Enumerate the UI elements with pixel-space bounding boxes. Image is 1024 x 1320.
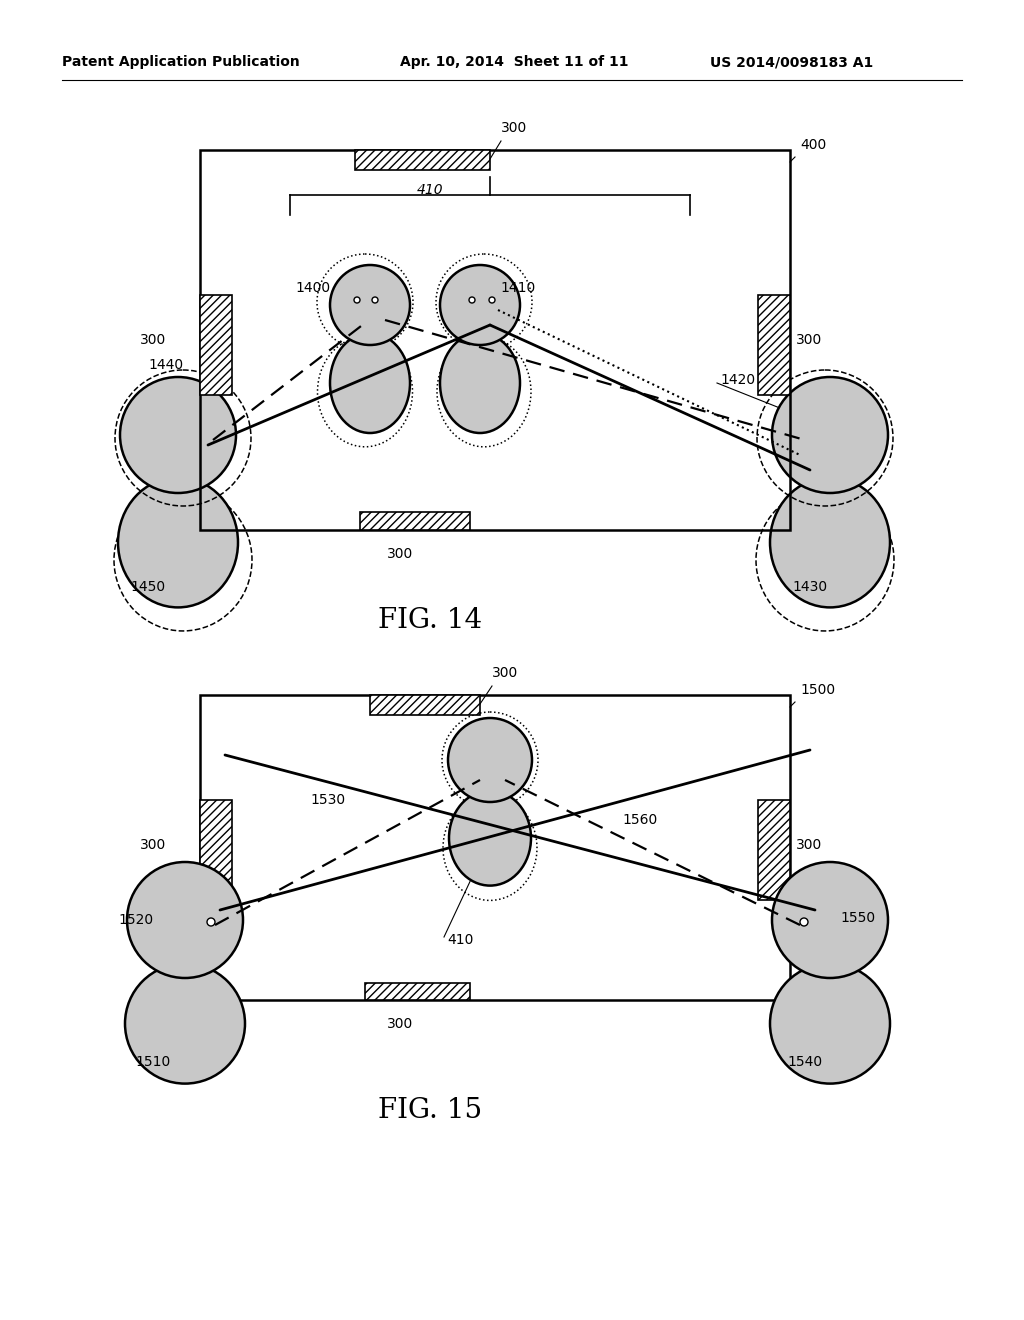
Text: 410: 410 (417, 183, 443, 197)
Ellipse shape (125, 964, 245, 1084)
Circle shape (800, 917, 808, 927)
Text: 1420: 1420 (720, 374, 755, 387)
Circle shape (354, 297, 360, 304)
Text: FIG. 15: FIG. 15 (378, 1097, 482, 1123)
Bar (355, 150, 490, 170)
Circle shape (489, 297, 495, 304)
Text: 400: 400 (800, 139, 826, 152)
Circle shape (772, 862, 888, 978)
Circle shape (372, 297, 378, 304)
Text: 1410: 1410 (500, 281, 536, 294)
Bar (200, 294, 232, 395)
Text: 300: 300 (140, 838, 166, 851)
Text: 300: 300 (387, 1016, 413, 1031)
Circle shape (772, 378, 888, 492)
Circle shape (469, 297, 475, 304)
Bar (758, 294, 790, 395)
Ellipse shape (330, 333, 410, 433)
Text: 1500: 1500 (800, 682, 836, 697)
Ellipse shape (770, 964, 890, 1084)
Ellipse shape (770, 478, 890, 607)
Text: 1430: 1430 (793, 579, 827, 594)
Circle shape (440, 265, 520, 345)
Text: 1540: 1540 (787, 1055, 822, 1069)
Circle shape (330, 265, 410, 345)
Text: FIG. 14: FIG. 14 (378, 606, 482, 634)
Text: 300: 300 (796, 333, 822, 347)
Bar (370, 696, 480, 715)
Text: 1530: 1530 (310, 793, 345, 807)
Circle shape (127, 862, 243, 978)
Circle shape (449, 718, 532, 803)
Bar (360, 512, 470, 531)
Bar (200, 696, 790, 1001)
Text: 1440: 1440 (148, 358, 183, 372)
Bar (758, 800, 790, 900)
Bar (365, 983, 470, 1001)
Text: 300: 300 (492, 667, 518, 680)
Text: Patent Application Publication: Patent Application Publication (62, 55, 300, 69)
Text: 300: 300 (796, 838, 822, 851)
Ellipse shape (118, 478, 238, 607)
Text: 1520: 1520 (118, 913, 154, 927)
Bar (200, 150, 790, 531)
Text: 1560: 1560 (622, 813, 657, 828)
Ellipse shape (440, 333, 520, 433)
Bar (200, 800, 232, 900)
Text: 1400: 1400 (295, 281, 330, 294)
Text: 1450: 1450 (130, 579, 166, 594)
Text: 1510: 1510 (135, 1055, 171, 1069)
Text: 410: 410 (447, 933, 473, 946)
Text: 300: 300 (140, 333, 166, 347)
Ellipse shape (449, 791, 531, 886)
Text: 300: 300 (501, 121, 527, 135)
Text: US 2014/0098183 A1: US 2014/0098183 A1 (710, 55, 873, 69)
Circle shape (120, 378, 236, 492)
Text: 300: 300 (387, 546, 413, 561)
Text: 1550: 1550 (840, 911, 876, 925)
Text: Apr. 10, 2014  Sheet 11 of 11: Apr. 10, 2014 Sheet 11 of 11 (400, 55, 629, 69)
Circle shape (207, 917, 215, 927)
